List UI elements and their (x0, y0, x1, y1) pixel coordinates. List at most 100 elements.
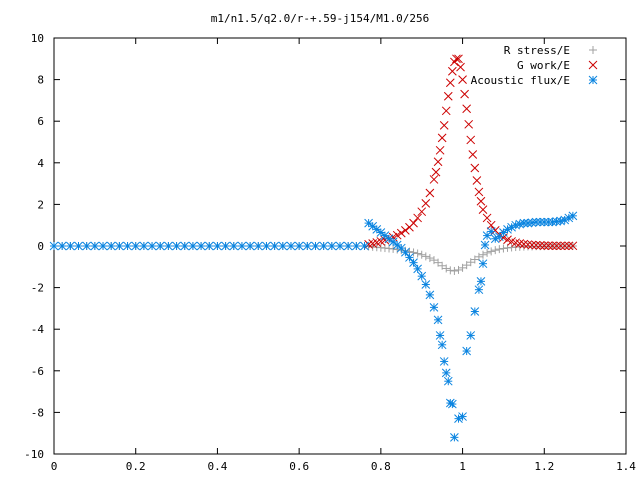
data-point (384, 234, 394, 244)
data-point (456, 62, 465, 72)
data-point (335, 241, 345, 251)
data-point (396, 228, 406, 238)
x-tick-label: 1 (459, 460, 466, 473)
data-point (441, 106, 451, 116)
data-point (519, 218, 529, 228)
data-point (286, 241, 296, 251)
data-point (499, 244, 508, 253)
data-point (425, 290, 435, 300)
data-point (180, 241, 190, 251)
data-point (466, 258, 475, 267)
data-point (454, 414, 463, 423)
data-point (392, 240, 402, 250)
data-point (472, 176, 482, 185)
data-point (57, 241, 67, 251)
data-point (486, 220, 496, 230)
data-point (49, 241, 59, 251)
data-point (439, 121, 449, 130)
data-point (65, 241, 75, 251)
data-point (474, 187, 484, 197)
data-point (445, 78, 455, 88)
data-point (213, 241, 222, 251)
data-point (421, 252, 430, 261)
data-point (302, 241, 312, 251)
data-point (503, 225, 512, 234)
data-point (131, 241, 141, 251)
data-point (343, 241, 353, 251)
data-point (433, 157, 443, 167)
data-point (448, 66, 457, 76)
data-point (535, 241, 545, 250)
data-point (564, 241, 574, 251)
x-tick-label: 0.4 (207, 460, 227, 473)
data-point (487, 247, 496, 256)
data-point (548, 241, 557, 251)
x-tick-label: 0.8 (371, 460, 391, 473)
data-point (172, 241, 181, 251)
y-tick-label: 10 (31, 32, 44, 45)
data-point (188, 241, 198, 251)
data-point (535, 217, 545, 227)
data-point (438, 261, 447, 270)
data-point (262, 241, 271, 251)
data-point (360, 241, 369, 251)
y-tick-label: -10 (24, 448, 44, 461)
data-point (434, 258, 443, 267)
data-point (253, 241, 263, 251)
data-point (392, 230, 402, 240)
data-point (413, 213, 422, 223)
data-point (552, 241, 561, 251)
series-2 (49, 211, 578, 442)
data-point (452, 54, 461, 64)
y-tick-label: -2 (31, 282, 44, 295)
y-tick-label: -4 (31, 323, 45, 336)
data-point (401, 226, 410, 235)
data-point (245, 241, 255, 251)
data-point (474, 285, 484, 295)
data-point (155, 241, 165, 251)
x-tick-label: 0.6 (289, 460, 309, 473)
data-point (204, 241, 214, 251)
data-point (466, 135, 476, 145)
data-point (519, 239, 529, 249)
legend-marker (589, 46, 597, 54)
data-point (196, 241, 206, 251)
data-point (270, 241, 279, 251)
data-point (401, 247, 410, 257)
data-point (462, 104, 472, 114)
legend-label: R stress/E (504, 44, 570, 57)
data-point (458, 263, 467, 272)
data-point (470, 255, 479, 264)
data-point (458, 75, 467, 84)
y-tick-label: 2 (37, 198, 44, 211)
data-point (98, 241, 108, 251)
data-point (544, 217, 553, 227)
x-tick-label: 0 (51, 460, 58, 473)
data-point (491, 246, 500, 255)
data-point (82, 241, 92, 251)
data-point (425, 254, 434, 263)
data-point (389, 244, 398, 253)
data-point (539, 241, 549, 250)
data-point (464, 119, 474, 129)
data-point (439, 357, 449, 366)
data-point (409, 218, 418, 228)
chart-title: m1/n1.5/q2.0/r-+.59-j154/M1.0/256 (211, 12, 430, 25)
data-point (462, 261, 471, 270)
data-point (106, 241, 116, 251)
data-point (164, 241, 173, 251)
x-tick-label: 0.2 (126, 460, 146, 473)
data-point (311, 241, 320, 251)
data-point (405, 253, 414, 262)
data-point (123, 241, 132, 251)
data-point (413, 249, 422, 258)
legend-label: G work/E (517, 59, 570, 72)
data-point (319, 241, 329, 251)
data-point (425, 188, 435, 198)
data-point (531, 240, 541, 250)
y-tick-label: -6 (31, 365, 44, 378)
data-point (435, 331, 445, 340)
data-point (460, 89, 469, 99)
data-point (435, 145, 445, 155)
